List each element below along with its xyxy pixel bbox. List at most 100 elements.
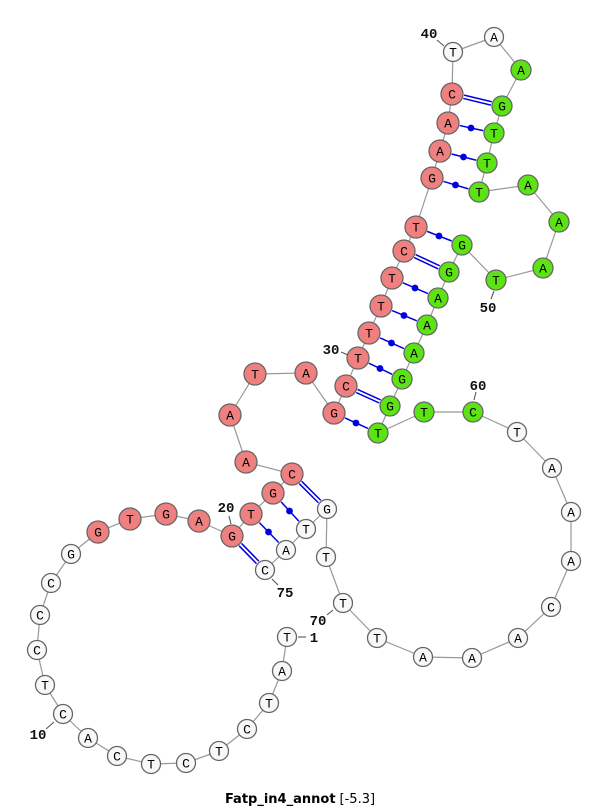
nucleotide-circle[interactable] [276,626,298,648]
nucleotide-circle[interactable] [403,342,425,364]
nucleotide-circle[interactable] [391,368,413,390]
nucleotide-circle[interactable] [254,559,276,581]
nucleotide-circle[interactable] [261,481,285,505]
nucleotide-circle[interactable] [462,401,484,423]
nucleotide-circle[interactable] [548,211,570,233]
nucleotide-circle[interactable] [436,111,460,135]
nucleotide-circle[interactable] [118,507,142,531]
nucleotide-letter: A [302,367,310,382]
nucleotide-circle[interactable] [271,660,293,682]
nucleotide-circle[interactable] [77,727,99,749]
nucleotide-circle[interactable] [86,520,110,544]
nucleotide-circle[interactable] [438,261,460,283]
nucleotide-circle[interactable] [367,422,389,444]
nucleotide-letter: C [182,757,190,772]
nucleotide-circle[interactable] [392,239,416,263]
nucleotide-circle[interactable] [413,401,435,423]
nucleotide-circle[interactable] [294,361,318,385]
nucleotide-circle[interactable] [412,646,434,668]
nucleotide-circle[interactable] [461,647,483,669]
nucleotide-circle[interactable] [40,572,62,594]
nucleotide-circle[interactable] [427,287,449,309]
nucleotide-circle[interactable] [218,403,242,427]
label-tick [490,290,495,300]
nucleotide-letter: T [265,697,273,712]
nucleotide-letter: G [386,400,394,415]
nucleotide-circle[interactable] [369,294,393,318]
base-pair-dot [265,528,272,536]
nucleotide-circle[interactable] [428,139,452,163]
nucleotide-circle[interactable] [332,592,354,614]
label-tick [271,578,279,586]
nucleotide-circle[interactable] [468,181,490,203]
nucleotide-circle[interactable] [541,457,563,479]
nucleotide-letter: C [243,723,251,738]
nucleotide-circle[interactable] [451,234,473,256]
nucleotide-circle[interactable] [483,122,505,144]
nucleotide-circle[interactable] [258,692,280,714]
nucleotide-circle[interactable] [420,166,444,190]
nucleotide-circle[interactable] [560,501,582,523]
nucleotide-circle[interactable] [106,745,128,767]
nucleotide-circle[interactable] [440,82,464,106]
nucleotide-circle[interactable] [379,395,401,417]
nucleotide-circle[interactable] [442,41,464,63]
nucleotide-circle[interactable] [322,401,346,425]
nucleotide-circle[interactable] [243,362,267,386]
nucleotide-circle[interactable] [34,674,56,696]
nucleotide-circle[interactable] [315,546,337,568]
nucleotide-circle[interactable] [517,174,539,196]
nucleotide-letter: T [247,508,255,523]
nucleotide-letter: G [428,172,436,187]
base-pair-dot [452,181,459,189]
nucleotide-circle[interactable] [26,639,48,661]
position-label: 40 [421,27,438,43]
nucleotide-circle[interactable] [208,740,230,762]
nucleotide-circle[interactable] [476,152,498,174]
nucleotide-circle[interactable] [316,498,338,520]
nucleotide-circle[interactable] [60,543,82,565]
nucleotide-circle[interactable] [154,502,178,526]
nucleotide-letter: A [524,179,532,194]
nucleotide-circle[interactable] [239,502,263,526]
nucleotide-circle[interactable] [234,450,258,474]
nucleotide-circle[interactable] [175,752,197,774]
nucleotide-circle[interactable] [510,59,532,81]
nucleotide-circle[interactable] [275,539,297,561]
nucleotide-circle[interactable] [366,627,388,649]
nucleotide-circle[interactable] [506,421,528,443]
base-pair-line [357,388,381,401]
nucleotide-letter: T [490,127,498,142]
nucleotide-circle[interactable] [236,718,258,740]
base-pair-line [298,483,319,504]
nucleotide-letter: T [388,272,396,287]
nucleotide-circle[interactable] [483,26,505,48]
nucleotide-circle[interactable] [280,462,304,486]
nucleotide-circle[interactable] [29,604,51,626]
nucleotide-letter: T [475,186,483,201]
position-label: 30 [323,343,340,359]
nucleotide-circle[interactable] [187,509,211,533]
nucleotide-circle[interactable] [416,314,438,336]
nucleotide-letter: G [94,526,102,541]
base-pair-line [415,253,441,267]
nucleotide-circle[interactable] [532,257,554,279]
nucleotide-circle[interactable] [560,550,582,572]
nucleotide-circle[interactable] [485,269,507,291]
nucleotide-circle[interactable] [540,596,562,618]
nucleotide-circle[interactable] [220,524,244,548]
nucleotide-circle[interactable] [507,627,529,649]
nucleotide-circle[interactable] [404,215,428,239]
nucleotide-circle[interactable] [52,703,74,725]
nucleotide-circle[interactable] [357,321,381,345]
nucleotide-circle[interactable] [140,753,162,775]
nucleotide-circle[interactable] [380,266,404,290]
nucleotide-circle[interactable] [346,346,370,370]
base-pair-dot [460,153,467,161]
label-tick [473,391,477,401]
nucleotide-circle[interactable] [491,95,513,117]
nucleotide-circle[interactable] [295,518,317,540]
nucleotide-circle[interactable] [334,374,358,398]
nucleotide-letter: T [492,274,500,289]
